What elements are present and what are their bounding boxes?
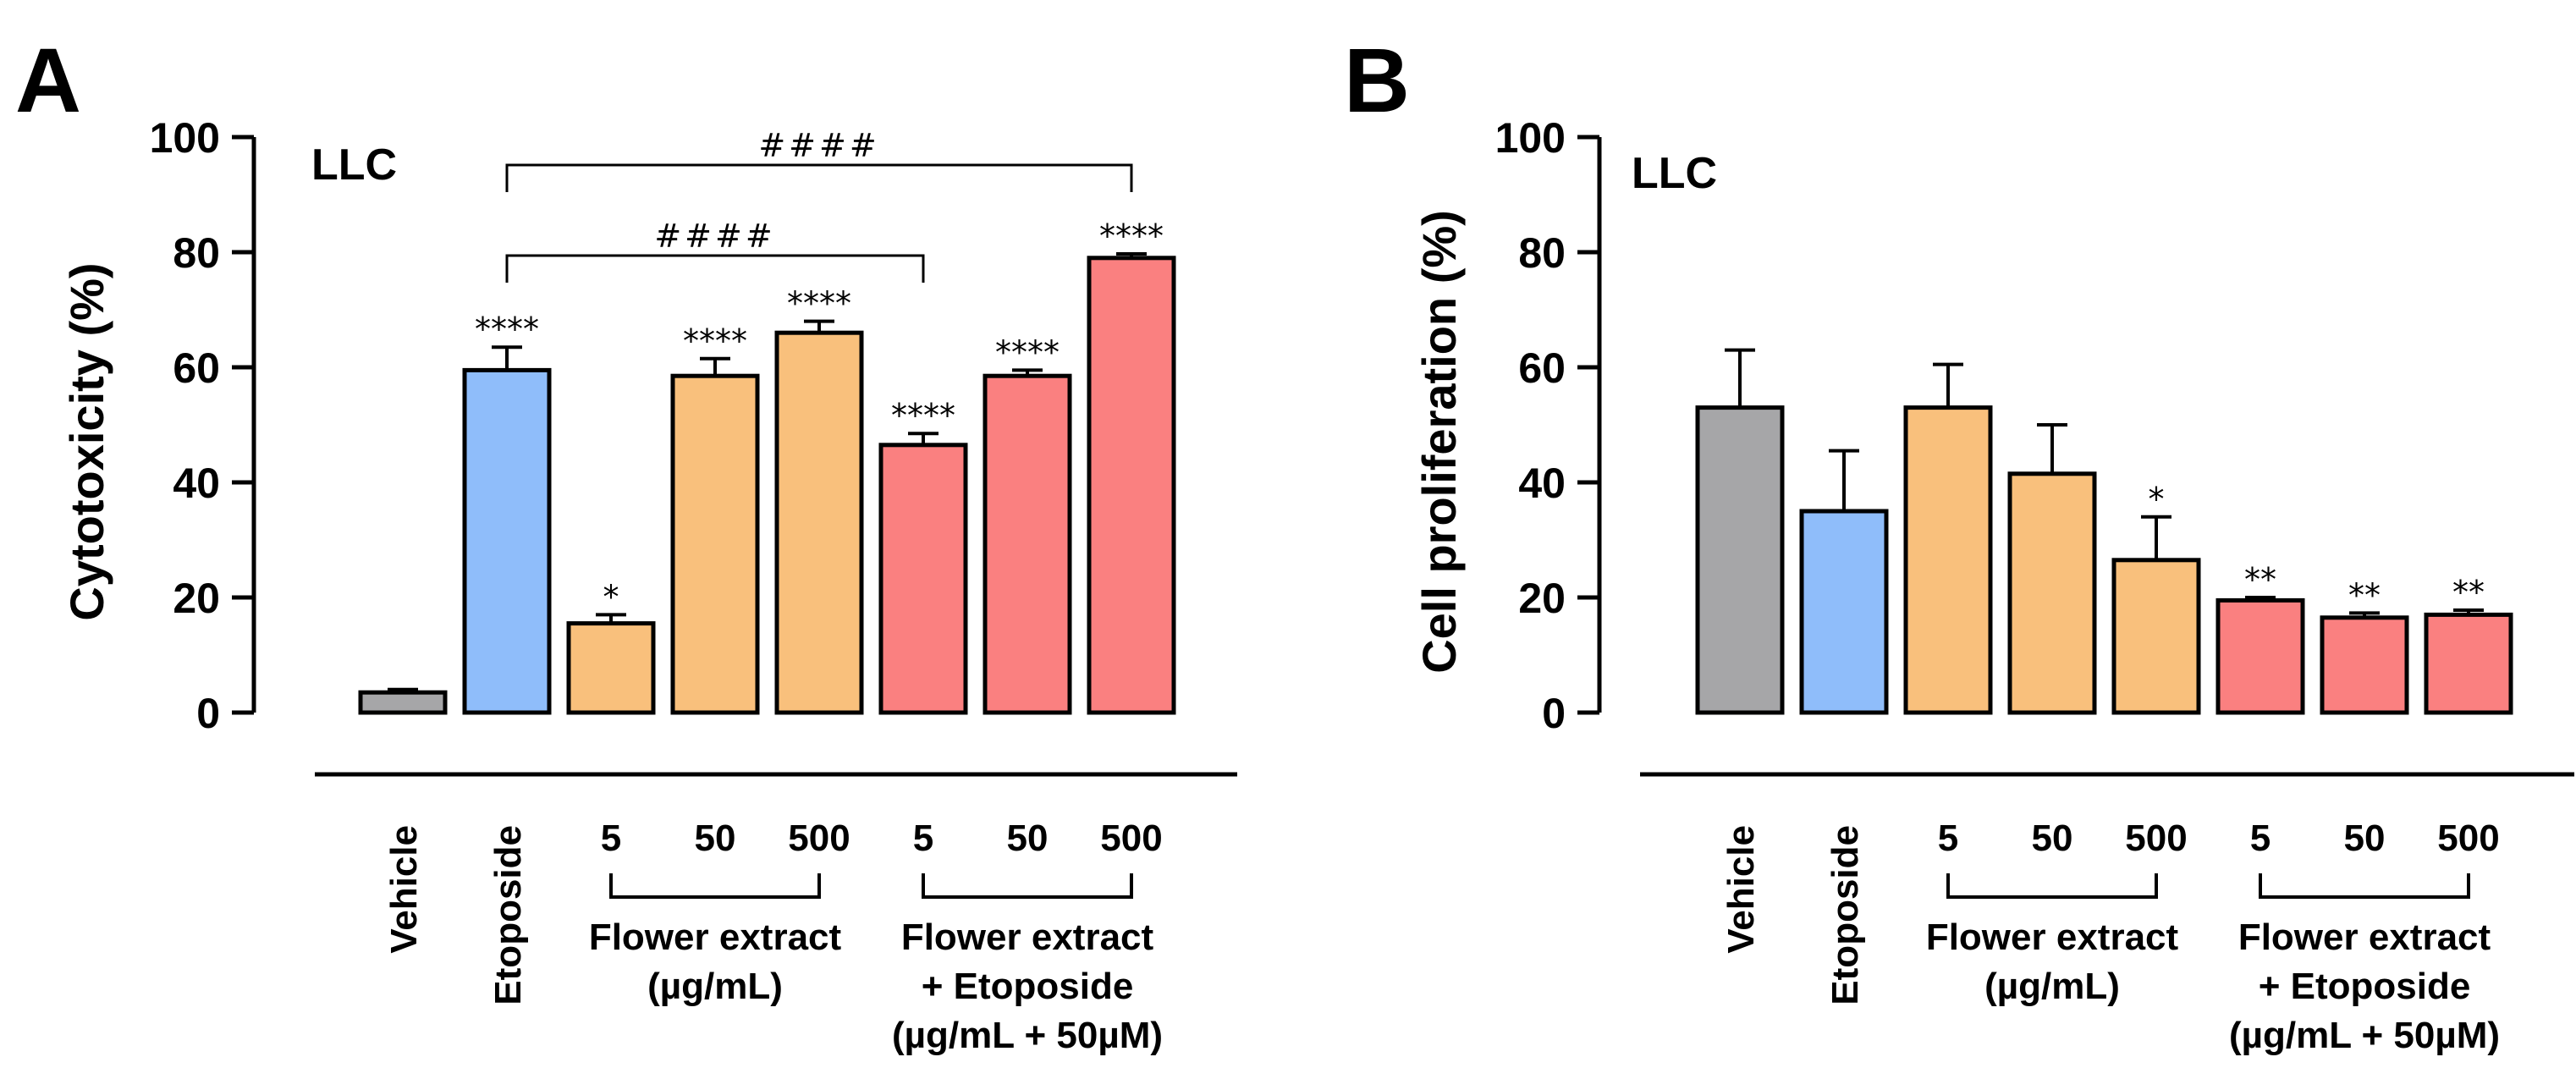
x-tick-label: 500 <box>788 818 850 859</box>
bar <box>566 621 656 715</box>
y-tick-label: 80 <box>1518 229 1566 277</box>
bar <box>878 443 968 715</box>
x-tick-label: 5 <box>913 818 933 859</box>
significance-mark: **** <box>1099 217 1164 255</box>
y-axis-label: Cell proliferation (%) <box>1412 210 1466 674</box>
bar <box>2111 558 2201 715</box>
group-label-line: Flower extract <box>1926 917 2179 958</box>
bar <box>462 367 552 715</box>
bar <box>1903 405 1993 715</box>
bar <box>1695 405 1785 715</box>
panel-letter: A <box>15 29 81 131</box>
x-tick-label: Etoposide <box>1825 825 1866 1005</box>
x-tick-label: 5 <box>2250 818 2271 859</box>
y-tick-label: 40 <box>173 460 220 507</box>
bar <box>774 330 864 715</box>
cell-line-label: LLC <box>311 140 397 190</box>
y-tick-label: 0 <box>196 690 220 737</box>
significance-mark: ** <box>2452 574 2485 611</box>
y-tick-label: 0 <box>1542 690 1566 737</box>
group-label-line: Flower extract <box>2238 917 2491 958</box>
bar <box>358 690 448 715</box>
y-tick-label: 80 <box>173 229 220 277</box>
y-tick-label: 20 <box>173 575 220 622</box>
x-tick-label: 5 <box>601 818 621 859</box>
group-label-line: (µg/mL + 50µM) <box>2229 1015 2500 1056</box>
bar <box>2320 615 2409 715</box>
comparison-bracket <box>505 254 925 283</box>
x-tick-label: Etoposide <box>487 825 529 1005</box>
group-label-line: (µg/mL) <box>647 966 783 1007</box>
group-bracket <box>1946 873 2158 899</box>
significance-mark: **** <box>475 311 539 348</box>
significance-mark: * <box>2149 481 2165 518</box>
group-label-line: Flower extract <box>901 917 1154 958</box>
group-bracket <box>609 873 821 899</box>
comparison-label: #### <box>654 217 775 255</box>
significance-mark: * <box>603 578 619 615</box>
bar <box>2215 597 2305 715</box>
bar <box>983 373 1072 715</box>
bar <box>1087 256 1176 715</box>
significance-mark: **** <box>891 397 955 434</box>
y-tick-label: 100 <box>150 114 220 162</box>
group-label-line: (µg/mL + 50µM) <box>892 1015 1163 1056</box>
x-tick-label: Vehicle <box>383 825 425 954</box>
significance-mark: **** <box>995 333 1060 371</box>
x-tick-label: 500 <box>1100 818 1162 859</box>
group-label-line: (µg/mL) <box>1984 966 2120 1007</box>
group-label-line: + Etoposide <box>922 966 1134 1007</box>
y-tick-label: 100 <box>1495 114 1566 162</box>
x-tick-label: 50 <box>1007 818 1049 859</box>
x-tick-label: 5 <box>1938 818 1958 859</box>
cell-line-label: LLC <box>1632 149 1717 198</box>
bar <box>2424 612 2513 715</box>
comparison-bracket <box>505 163 1133 192</box>
significance-mark: ** <box>2244 561 2276 598</box>
y-tick-label: 20 <box>1518 575 1566 622</box>
bar <box>670 373 760 715</box>
y-axis-label: Cytotoxicity (%) <box>60 262 113 620</box>
y-tick-label: 60 <box>173 344 220 392</box>
y-tick-label: 60 <box>1518 344 1566 392</box>
x-tick-label: 50 <box>2032 818 2073 859</box>
group-label-line: Flower extract <box>589 917 842 958</box>
panel-letter: B <box>1344 29 1410 131</box>
x-tick-label: 500 <box>2125 818 2187 859</box>
bar <box>1799 509 1889 715</box>
group-bracket <box>922 873 1133 899</box>
group-label-line: + Etoposide <box>2259 966 2471 1007</box>
x-tick-label: 500 <box>2437 818 2499 859</box>
x-tick-label: 50 <box>695 818 736 859</box>
x-tick-label: Vehicle <box>1720 825 1762 954</box>
significance-mark: **** <box>683 322 747 360</box>
significance-mark: ** <box>2348 576 2381 614</box>
x-tick-label: 50 <box>2344 818 2386 859</box>
y-tick-label: 40 <box>1518 460 1566 507</box>
bar <box>2007 471 2097 715</box>
group-bracket <box>2259 873 2470 899</box>
significance-mark: **** <box>787 285 851 322</box>
comparison-label: #### <box>758 127 879 164</box>
